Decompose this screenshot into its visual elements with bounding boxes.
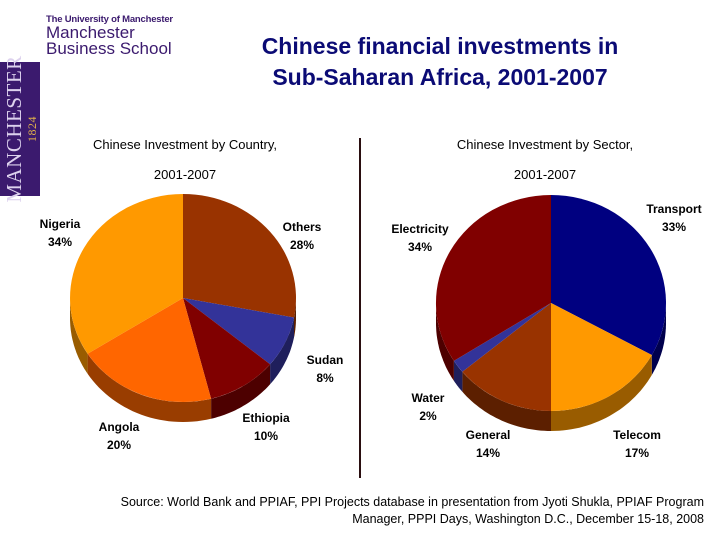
pie-slice-nigeria — [70, 194, 183, 354]
pie-side-nigeria — [70, 298, 88, 374]
sector-pie-chart — [435, 194, 667, 431]
pie-label-water: Water — [412, 391, 445, 405]
pie-side-water — [453, 360, 463, 392]
country-chart-title-line-1: Chinese Investment by Country, — [92, 137, 277, 152]
title-line-1: Chinese financial investments in — [261, 33, 619, 59]
sector-chart-title: Chinese Investment by Sector, 2001-2007 — [400, 130, 690, 190]
country-chart-title-line-2: 2001-2007 — [153, 167, 217, 182]
pie-value-electricity: 34% — [408, 240, 432, 254]
pie-label-angola: Angola — [99, 420, 140, 434]
pie-slice-sudan — [183, 298, 294, 365]
pie-label-ethiopia: Ethiopia — [242, 411, 290, 425]
pie-side-others — [294, 298, 296, 338]
pie-side-angola — [87, 353, 212, 422]
pie-value-general: 14% — [476, 446, 500, 460]
pie-value-others: 28% — [290, 238, 314, 252]
pie-value-nigeria: 34% — [48, 235, 72, 249]
pie-side-transport — [651, 303, 666, 375]
pie-value-transport: 33% — [662, 220, 686, 234]
pie-label-electricity: Electricity — [391, 222, 449, 236]
pie-value-telecom: 17% — [625, 446, 649, 460]
pie-label-telecom: Telecom — [613, 428, 661, 442]
logo-line-2: Manchester — [46, 23, 135, 42]
source-line-1: Source: World Bank and PPIAF, PPI Projec… — [120, 495, 704, 509]
pie-slice-others — [183, 194, 297, 318]
pie-value-sudan: 8% — [316, 371, 334, 385]
pie-label-sudan: Sudan — [307, 353, 344, 367]
logo-line-1: The University of Manchester — [46, 14, 173, 25]
pie-label-general: General — [466, 428, 511, 442]
pie-slice-telecom — [551, 303, 652, 411]
logo-line-3: Business School — [46, 39, 172, 58]
pie-labels: Others 28% Sudan 8% Ethiopia 10% Angola 20% Nige… — [40, 202, 702, 460]
pie-slice-ethiopia — [183, 298, 271, 399]
source-citation: Source: World Bank and PPIAF, PPI Projec… — [44, 494, 704, 528]
pie-side-electricity — [436, 303, 454, 381]
source-line-2: Manager, PPPI Days, Washington D.C., Dec… — [352, 512, 704, 526]
pie-slice-angola — [87, 298, 212, 402]
country-pie-chart — [70, 194, 297, 422]
pie-slice-general — [462, 303, 551, 411]
pie-value-ethiopia: 10% — [254, 429, 278, 443]
pie-side-sudan — [270, 317, 294, 385]
pie-slice-water — [453, 303, 551, 372]
sector-chart-title-line-2: 2001-2007 — [513, 167, 577, 182]
country-chart-title: Chinese Investment by Country, 2001-2007 — [50, 130, 320, 190]
university-logo-bar: MANCHESTER 1824 — [0, 55, 40, 203]
pie-side-telecom — [551, 355, 652, 431]
pie-slice-transport — [551, 195, 667, 355]
pie-value-angola: 20% — [107, 438, 131, 452]
sector-chart-title-line-1: Chinese Investment by Sector, — [456, 137, 634, 152]
chart-divider — [359, 138, 361, 478]
pie-label-nigeria: Nigeria — [40, 217, 81, 231]
pie-side-general — [462, 371, 551, 431]
pie-slice-electricity — [435, 194, 551, 361]
pie-label-transport: Transport — [646, 202, 701, 216]
university-logo-text: The University of Manchester Manchester … — [46, 14, 173, 57]
pie-value-water: 2% — [419, 409, 437, 423]
title-line-2: Sub-Saharan Africa, 2001-2007 — [272, 64, 608, 90]
slide-title: Chinese financial investments in Sub-Sah… — [200, 31, 680, 93]
pie-label-others: Others — [283, 220, 322, 234]
